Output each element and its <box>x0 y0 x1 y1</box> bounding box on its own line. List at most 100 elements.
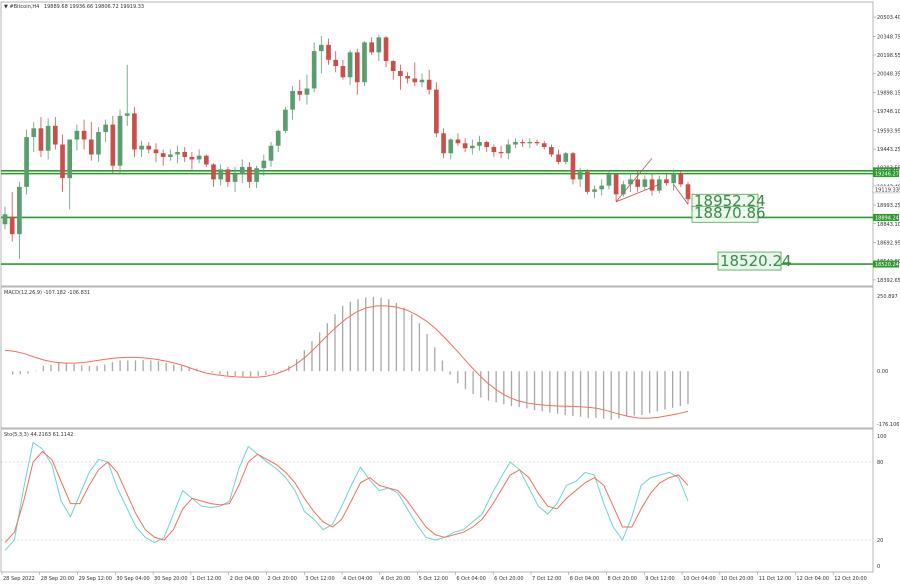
stoch-axis-label: 80 <box>877 460 883 466</box>
candle-body <box>175 151 180 155</box>
candle-body <box>649 179 655 191</box>
candle-body <box>570 153 576 180</box>
candle-body <box>239 166 245 175</box>
time-tick-label: 2 Oct 20:00 <box>267 576 296 582</box>
candle-body <box>81 130 87 140</box>
time-tick-label: 8 Oct 04:00 <box>570 576 599 582</box>
candle-body <box>225 169 231 182</box>
candle-body <box>17 186 22 235</box>
candle-body <box>448 139 454 154</box>
macd-axis-label: 0.00 <box>877 369 888 375</box>
wedge-breakout-line <box>673 184 689 205</box>
time-tick-label: 28 Sep 2022 <box>3 576 35 582</box>
stoch-axis-label: 20 <box>877 538 883 544</box>
time-tick-label: 1 Oct 12:00 <box>192 576 221 582</box>
candle-body <box>103 124 108 133</box>
candle-body <box>671 173 676 184</box>
stoch-panel-frame <box>0 428 874 573</box>
candle-body <box>398 71 403 77</box>
candle-body <box>132 113 137 150</box>
candlesticks <box>2 34 691 260</box>
stoch-signal-line <box>4 450 689 543</box>
candle-body <box>268 145 274 161</box>
candle-body <box>31 128 37 138</box>
candle-body <box>556 154 561 162</box>
candle-body <box>311 51 317 89</box>
candle-body <box>513 142 518 145</box>
price-tick-label: 19748.10 <box>877 109 900 115</box>
price-tick-label: 18843.10 <box>877 222 900 228</box>
stoch-axis-label: 0 <box>877 564 880 570</box>
price-tick-label: 20198.55 <box>877 53 900 59</box>
time-tick-label: 4 Oct 20:00 <box>381 576 410 582</box>
time-tick-label: 2 Oct 04:00 <box>230 576 259 582</box>
candle-body <box>74 130 80 140</box>
candle-body <box>96 132 101 155</box>
price-tick-label: 20048.35 <box>877 72 900 78</box>
candle-body <box>685 184 691 200</box>
candle-body <box>505 144 511 154</box>
wedge-line-upper <box>615 157 653 203</box>
candle-body <box>592 189 597 192</box>
candle-body <box>211 164 216 180</box>
time-tick-label: 8 Oct 20:00 <box>608 576 637 582</box>
macd-indicator: 250.897 0.00 -176.106 <box>4 294 899 428</box>
candle-body <box>599 185 605 190</box>
ohlc-values: 19889.68 19936.66 19806.72 19919.33 <box>44 4 144 10</box>
candle-body <box>405 76 410 79</box>
time-tick-label: 6 Oct 04:00 <box>456 576 485 582</box>
candle-body <box>290 90 295 110</box>
price-tick-label: 20503.40 <box>877 15 900 21</box>
time-tick-label: 28 Sep 20:00 <box>41 576 74 582</box>
candle-body <box>541 143 547 147</box>
candle-body <box>534 142 540 144</box>
candle-body <box>153 149 159 154</box>
current-price-tag <box>872 185 900 194</box>
candle-body <box>2 214 8 225</box>
candle-body <box>491 147 497 152</box>
candle-body <box>326 44 331 60</box>
candle-body <box>297 90 303 95</box>
price-label: 18952.24 <box>694 192 766 210</box>
price-tick-label: 18392.65 <box>877 278 900 284</box>
candle-body <box>24 137 29 187</box>
stochastic-indicator: 100 80 20 0 <box>1 434 887 570</box>
candle-body <box>139 145 144 150</box>
time-tick-label: 7 Oct 12:00 <box>532 576 561 582</box>
candle-body <box>45 125 51 151</box>
candle-body <box>549 147 554 155</box>
candle-body <box>563 153 569 162</box>
level-axis-tag <box>873 213 899 221</box>
main-panel-frame <box>0 1 874 287</box>
candle-body <box>340 66 346 78</box>
candle-body <box>362 42 367 83</box>
level-text: 18520.24 <box>720 252 792 270</box>
candle-body <box>484 142 490 147</box>
macd-axis-label: 250.897 <box>877 294 898 300</box>
time-tick-label: 6 Oct 20:00 <box>494 576 523 582</box>
time-tick-label: 9 Oct 12:00 <box>645 576 674 582</box>
candle-body <box>577 171 583 180</box>
price-tick-label: 18993.25 <box>877 203 900 209</box>
time-tick-label: 10 Oct 20:00 <box>721 576 754 582</box>
candle-body <box>160 153 166 157</box>
candle-body <box>656 179 662 191</box>
candle-body <box>9 216 15 235</box>
time-tick-label: 11 Oct 12:00 <box>759 576 792 582</box>
level-text-box <box>717 251 782 271</box>
candle-body <box>390 61 396 72</box>
time-tick-label: 3 Oct 12:00 <box>305 576 334 582</box>
candle-body <box>203 155 209 165</box>
candle-body <box>441 133 446 154</box>
candle-body <box>88 139 94 155</box>
price-tick-label: 18692.95 <box>877 241 900 247</box>
candle-body <box>52 125 58 145</box>
stoch-main-line <box>4 441 689 551</box>
candle-body <box>146 145 152 150</box>
candle-body <box>455 139 461 144</box>
candle-body <box>354 52 360 83</box>
level-axis-tag <box>873 260 899 268</box>
candle-body <box>319 44 324 52</box>
candle-body <box>376 37 382 53</box>
